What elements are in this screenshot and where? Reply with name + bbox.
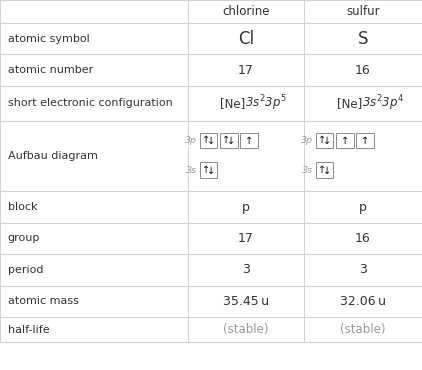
Text: short electronic configuration: short electronic configuration <box>8 98 172 108</box>
Text: 3$s^2$3$p^{5}$: 3$s^2$3$p^{5}$ <box>245 94 287 113</box>
Text: ↑: ↑ <box>318 165 326 175</box>
Text: atomic mass: atomic mass <box>8 296 78 306</box>
Text: atomic symbol: atomic symbol <box>8 34 89 44</box>
Text: ↓: ↓ <box>323 136 331 146</box>
Text: 3s: 3s <box>302 166 313 175</box>
Text: 3$s^2$3$p^{4}$: 3$s^2$3$p^{4}$ <box>362 94 404 113</box>
Text: 16: 16 <box>355 64 371 77</box>
Text: chlorine: chlorine <box>222 5 270 18</box>
Text: Aufbau diagram: Aufbau diagram <box>8 151 97 161</box>
Text: [Ne]: [Ne] <box>337 97 362 110</box>
Text: 3p: 3p <box>301 136 313 145</box>
Text: [Ne]: [Ne] <box>220 97 245 110</box>
Text: 3p: 3p <box>185 136 197 145</box>
Text: ↓: ↓ <box>323 165 331 176</box>
Text: 32.06 u: 32.06 u <box>340 295 386 308</box>
Text: 3: 3 <box>242 263 250 276</box>
Bar <box>336 133 354 148</box>
Text: ↑: ↑ <box>222 135 230 145</box>
Text: ↑: ↑ <box>202 165 210 175</box>
Bar <box>356 133 374 148</box>
Text: period: period <box>8 265 43 275</box>
Text: ↓: ↓ <box>207 136 215 146</box>
Bar <box>200 133 217 148</box>
Text: 35.45 u: 35.45 u <box>223 295 269 308</box>
Text: ↑: ↑ <box>361 136 369 146</box>
Text: 3s: 3s <box>186 166 197 175</box>
Text: S: S <box>358 30 368 48</box>
Text: ↑: ↑ <box>318 135 326 145</box>
Text: 17: 17 <box>238 232 254 245</box>
Text: half-life: half-life <box>8 324 49 335</box>
Bar <box>200 162 217 178</box>
Text: ↑: ↑ <box>245 136 253 146</box>
Bar <box>220 133 238 148</box>
Text: ↓: ↓ <box>207 165 215 176</box>
Text: group: group <box>8 233 40 243</box>
Text: atomic number: atomic number <box>8 65 93 75</box>
Text: ↓: ↓ <box>227 136 235 146</box>
Bar <box>240 133 258 148</box>
Text: Cl: Cl <box>238 30 254 48</box>
Text: block: block <box>8 202 37 212</box>
Text: 17: 17 <box>238 64 254 77</box>
Text: sulfur: sulfur <box>346 5 380 18</box>
Text: (stable): (stable) <box>340 323 386 336</box>
Bar <box>316 162 333 178</box>
Text: ↑: ↑ <box>341 136 349 146</box>
Text: 16: 16 <box>355 232 371 245</box>
Text: 3: 3 <box>359 263 367 276</box>
Text: ↑: ↑ <box>202 135 210 145</box>
Text: (stable): (stable) <box>223 323 268 336</box>
Text: p: p <box>242 201 250 213</box>
Text: p: p <box>359 201 367 213</box>
Bar <box>316 133 333 148</box>
